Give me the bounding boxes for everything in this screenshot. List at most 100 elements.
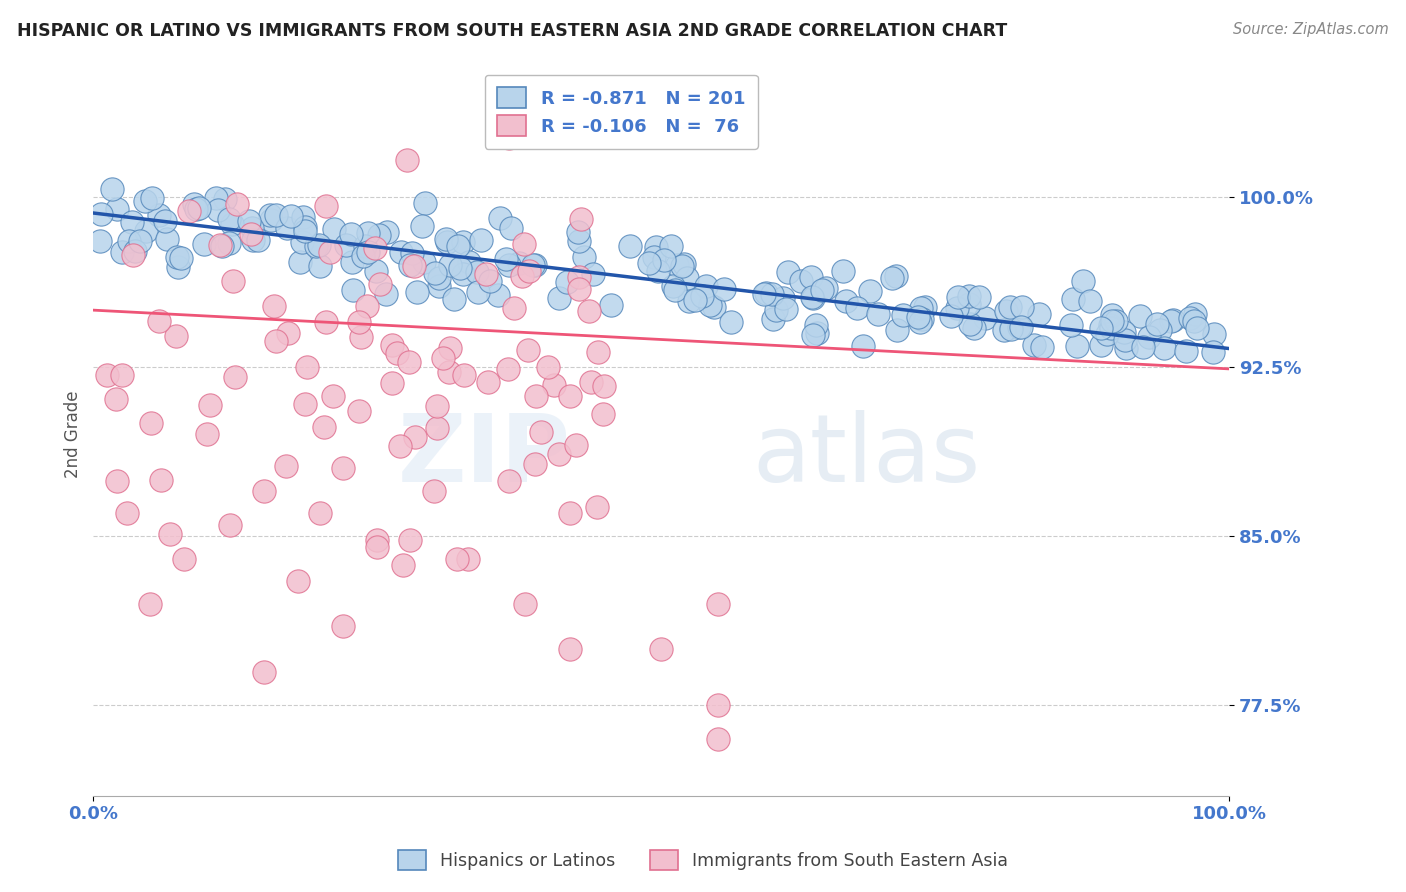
Point <box>761 287 783 301</box>
Point <box>225 197 247 211</box>
Point <box>170 251 193 265</box>
Point <box>1184 314 1206 328</box>
Point <box>280 209 302 223</box>
Point <box>366 541 388 555</box>
Point <box>122 248 145 262</box>
Point <box>547 447 569 461</box>
Point <box>166 250 188 264</box>
Point <box>388 439 411 453</box>
Point <box>156 232 179 246</box>
Point <box>165 329 187 343</box>
Point <box>1201 344 1223 359</box>
Point <box>957 297 980 311</box>
Point <box>312 419 335 434</box>
Point <box>218 212 240 227</box>
Point <box>778 265 800 279</box>
Point <box>1071 273 1094 287</box>
Point <box>565 438 588 452</box>
Point <box>572 250 595 264</box>
Point <box>427 270 450 285</box>
Point <box>449 261 471 276</box>
Point <box>111 368 134 383</box>
Point <box>672 257 695 271</box>
Point <box>188 201 211 215</box>
Point <box>259 208 281 222</box>
Point <box>790 274 813 288</box>
Point <box>1178 310 1201 325</box>
Point <box>510 268 533 283</box>
Point <box>1101 314 1123 328</box>
Point <box>364 241 387 255</box>
Point <box>806 326 828 340</box>
Point <box>600 298 623 312</box>
Point <box>121 215 143 229</box>
Point <box>695 279 717 293</box>
Point <box>287 574 309 589</box>
Point <box>910 301 932 315</box>
Point <box>659 239 682 253</box>
Point <box>347 315 370 329</box>
Point <box>1000 322 1022 336</box>
Point <box>699 298 721 312</box>
Point <box>1099 321 1122 335</box>
Point <box>523 258 546 272</box>
Point <box>1008 320 1031 334</box>
Text: atlas: atlas <box>752 410 980 502</box>
Point <box>411 219 433 234</box>
Point <box>288 254 311 268</box>
Point <box>294 397 316 411</box>
Point <box>413 195 436 210</box>
Point <box>96 368 118 383</box>
Point <box>319 244 342 259</box>
Point <box>291 235 314 249</box>
Point <box>1011 300 1033 314</box>
Point <box>690 289 713 303</box>
Point <box>754 286 776 301</box>
Point <box>470 233 492 247</box>
Point <box>910 315 932 329</box>
Point <box>581 376 603 390</box>
Point <box>498 258 520 272</box>
Point <box>295 359 318 374</box>
Point <box>375 226 398 240</box>
Point <box>593 379 616 393</box>
Point <box>543 378 565 392</box>
Point <box>167 260 190 274</box>
Point <box>457 551 479 566</box>
Point <box>801 290 824 304</box>
Point <box>391 244 413 259</box>
Point <box>1161 313 1184 327</box>
Point <box>404 430 426 444</box>
Point <box>962 321 984 335</box>
Point <box>859 284 882 298</box>
Point <box>907 310 929 324</box>
Point <box>1090 337 1112 351</box>
Point <box>436 232 458 246</box>
Point <box>650 642 672 657</box>
Point <box>439 341 461 355</box>
Point <box>385 346 408 360</box>
Point <box>703 301 725 315</box>
Point <box>477 375 499 389</box>
Point <box>179 203 201 218</box>
Point <box>437 365 460 379</box>
Point <box>392 558 415 573</box>
Point <box>644 240 666 254</box>
Point <box>1024 338 1046 352</box>
Point <box>263 299 285 313</box>
Point <box>993 323 1015 337</box>
Point <box>402 260 425 274</box>
Point <box>398 355 420 369</box>
Text: ZIP: ZIP <box>398 410 571 502</box>
Point <box>537 359 560 374</box>
Point <box>347 404 370 418</box>
Point <box>475 267 498 281</box>
Point <box>557 276 579 290</box>
Point <box>524 457 547 471</box>
Point <box>224 370 246 384</box>
Point <box>305 239 328 253</box>
Point <box>309 507 332 521</box>
Point <box>707 732 730 747</box>
Point <box>398 258 420 272</box>
Point <box>1090 321 1112 335</box>
